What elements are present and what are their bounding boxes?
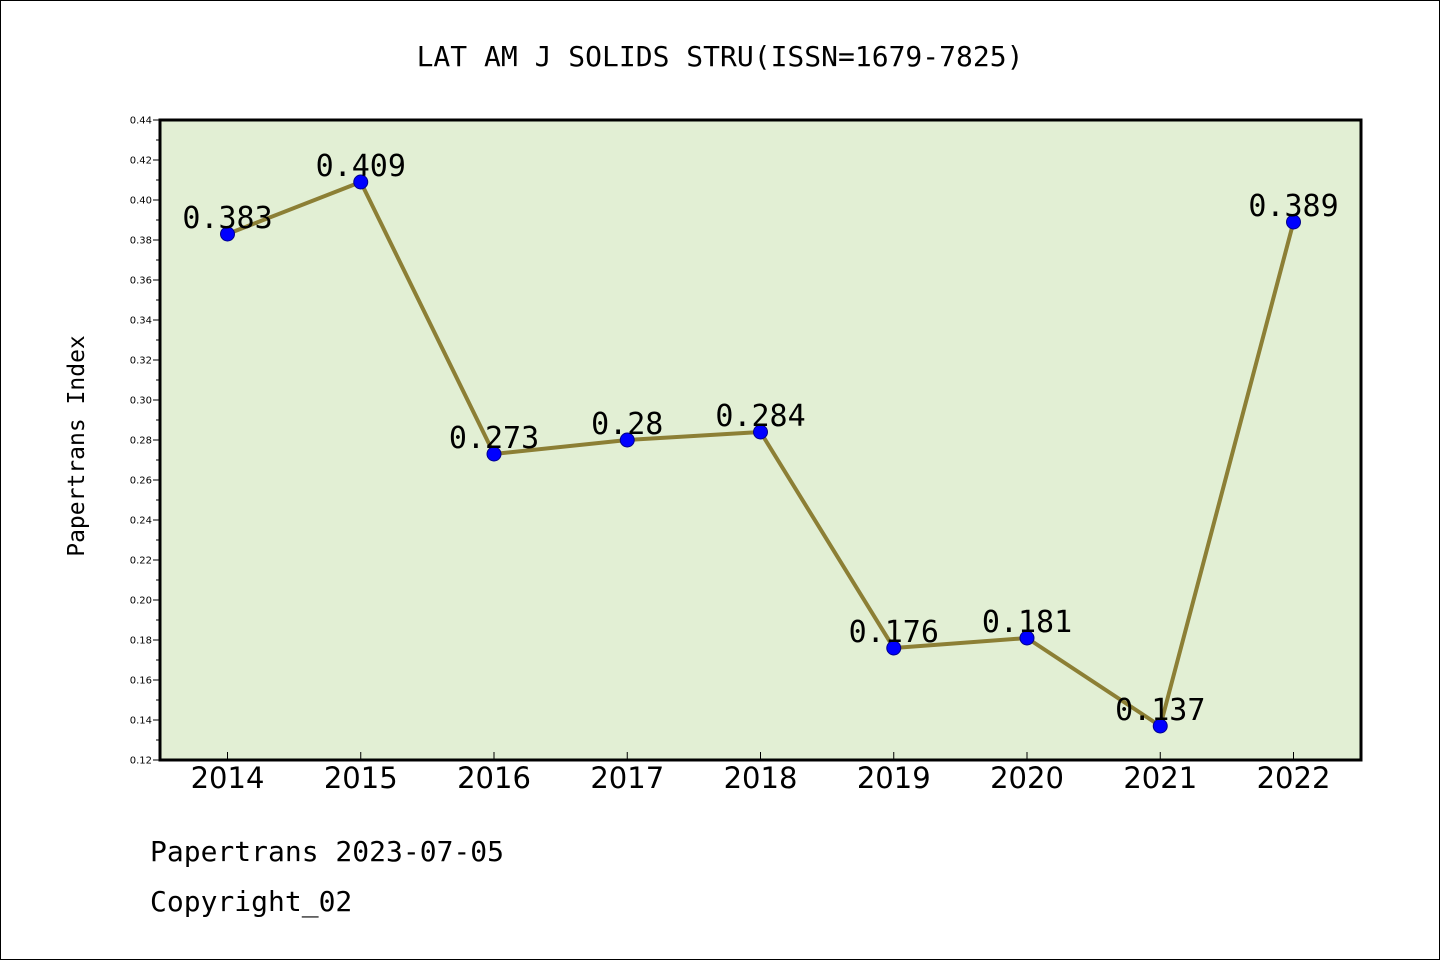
x-tick-label: 2018 [724,761,798,795]
y-tick-label: 0.20 [130,596,152,607]
data-label: 0.137 [1115,693,1205,728]
data-label: 0.284 [715,399,805,434]
y-axis-label: Papertrans Index [64,335,90,557]
data-label: 0.389 [1248,189,1338,224]
y-tick-label: 0.24 [130,516,152,527]
footer-copyright-line: Copyright_02 [150,885,353,918]
y-axis-ticks: 0.12 0.14 0.16 0.18 0.20 0.22 0.24 0.26 0.28 0.30… [130,116,160,767]
y-tick-label: 0.38 [130,236,152,247]
y-tick-label: 0.30 [130,396,152,407]
x-tick-label: 2019 [857,761,931,795]
data-label: 0.176 [849,615,939,650]
data-label: 0.181 [982,605,1072,640]
x-tick-label: 2014 [191,761,265,795]
series-markers [220,174,1301,734]
x-tick-label: 2020 [990,761,1064,795]
x-axis-ticks: 2014 2015 2016 2017 2018 2019 2020 2021 2022 [191,752,1331,795]
y-tick-label: 0.32 [130,356,152,367]
y-tick-label: 0.26 [130,476,152,487]
data-point [353,174,369,190]
y-tick-label: 0.42 [130,156,152,167]
data-point [220,226,235,242]
plot-area [160,120,1361,760]
data-label: 0.28 [591,407,663,442]
y-tick-label: 0.12 [130,756,152,767]
data-labels: 0.383 0.409 0.273 0.28 0.284 0.176 0.181 0.137 0… [182,149,1338,728]
data-label: 0.409 [316,149,406,184]
x-tick-label: 2021 [1123,761,1197,795]
y-tick-label: 0.28 [130,436,152,447]
x-tick-label: 2022 [1257,761,1331,795]
y-tick-label: 0.44 [130,116,152,127]
footer-date-line: Papertrans 2023-07-05 [150,835,505,868]
plot-border [158,118,1363,762]
data-point [1286,214,1301,230]
data-point [486,446,502,462]
chart-title: LAT AM J SOLIDS STRU(ISSN=1679-7825) [417,40,1024,73]
x-tick-label: 2015 [324,761,398,795]
y-tick-label: 0.16 [130,676,152,687]
y-tick-label: 0.14 [130,716,152,727]
data-point [619,432,635,448]
y-tick-label: 0.34 [130,316,152,327]
x-tick-label: 2017 [590,761,664,795]
data-point [753,424,768,440]
y-tick-label: 0.22 [130,556,152,567]
data-label: 0.383 [182,201,272,236]
data-point [1019,630,1035,646]
y-tick-label: 0.18 [130,636,152,647]
data-point [886,640,902,656]
data-label: 0.273 [449,421,539,456]
data-point [1152,718,1168,734]
y-tick-label: 0.36 [130,276,152,287]
y-tick-label: 0.40 [130,196,152,207]
x-tick-label: 2016 [457,761,531,795]
